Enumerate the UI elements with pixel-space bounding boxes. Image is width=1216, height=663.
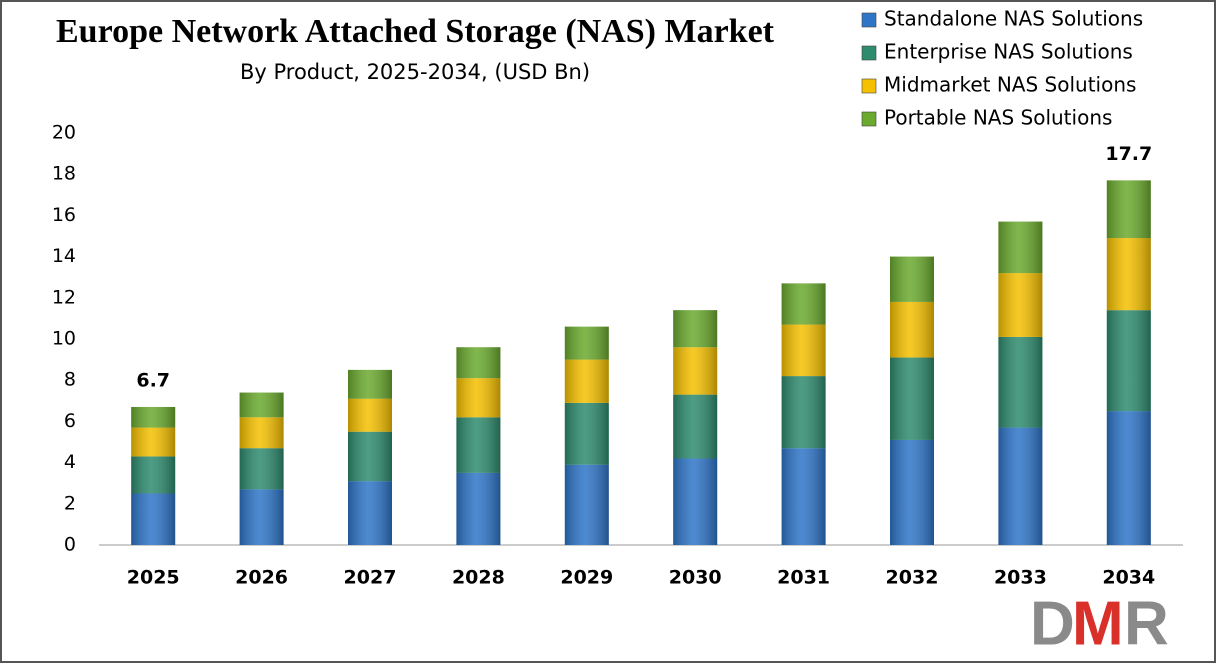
- legend-label: Standalone NAS Solutions: [884, 7, 1143, 31]
- x-tick-label: 2027: [344, 567, 397, 589]
- x-tick-label: 2029: [560, 567, 613, 589]
- legend-label: Midmarket NAS Solutions: [884, 73, 1136, 97]
- bar-shade: [781, 283, 826, 325]
- bar-shade: [131, 427, 176, 457]
- y-tick-label: 2: [64, 492, 76, 514]
- bar-shade: [890, 301, 934, 358]
- bar-shade: [781, 376, 826, 449]
- y-tick-label: 20: [52, 122, 76, 144]
- y-tick-label: 14: [52, 245, 76, 267]
- bar-shade: [673, 394, 718, 459]
- bar-shade: [1106, 238, 1151, 311]
- y-tick-label: 16: [52, 204, 76, 226]
- bar-shade: [131, 456, 176, 494]
- bar-shade: [348, 481, 392, 545]
- bar-shade: [239, 448, 284, 490]
- legend-label: Enterprise NAS Solutions: [884, 40, 1133, 64]
- logo: D M R: [1030, 589, 1169, 658]
- x-tick-label: 2025: [127, 567, 180, 589]
- bar-shade: [131, 493, 176, 545]
- bar-shade: [564, 359, 609, 403]
- bar-shade: [564, 402, 609, 465]
- bar-shade: [1106, 180, 1151, 239]
- bar-shade: [456, 347, 501, 379]
- bar-shade: [239, 392, 284, 418]
- bar-shade: [564, 464, 609, 545]
- y-tick-label: 0: [64, 534, 76, 556]
- x-tick-label: 2034: [1102, 567, 1155, 589]
- bar-shade: [998, 427, 1043, 545]
- bar-shade: [673, 347, 718, 395]
- bar-shade: [781, 324, 826, 377]
- bar-shade: [131, 406, 176, 428]
- logo-d: D: [1030, 589, 1075, 658]
- legend-swatch: [861, 12, 877, 28]
- y-tick-label: 4: [64, 451, 76, 473]
- legend-label: Portable NAS Solutions: [884, 106, 1112, 130]
- y-tick-label: 8: [64, 369, 76, 391]
- x-tick-label: 2032: [886, 567, 939, 589]
- bar-shade: [673, 310, 718, 348]
- chart-subtitle: By Product, 2025-2034, (USD Bn): [240, 60, 590, 84]
- legend-swatch: [861, 45, 877, 61]
- bar-shade: [890, 357, 934, 440]
- y-tick-label: 18: [52, 163, 76, 185]
- x-tick-label: 2028: [452, 567, 505, 589]
- x-tick-label: 2031: [777, 567, 830, 589]
- bar-shade: [1106, 310, 1151, 412]
- bar-shade: [998, 273, 1043, 337]
- x-tick-label: 2030: [669, 567, 722, 589]
- bar-shade: [890, 439, 934, 545]
- legend-swatch: [861, 78, 877, 94]
- bar-shade: [564, 326, 609, 360]
- total-label: 17.7: [1105, 143, 1152, 165]
- y-tick-label: 10: [52, 328, 76, 350]
- bar-shade: [239, 417, 284, 449]
- total-label: 6.7: [136, 369, 170, 391]
- bar-shade: [673, 458, 718, 545]
- bar-shade: [239, 489, 284, 545]
- chart-title: Europe Network Attached Storage (NAS) Ma…: [56, 13, 775, 50]
- logo-m: M: [1072, 589, 1124, 658]
- bar-shade: [348, 431, 392, 482]
- bar-shade: [456, 472, 501, 545]
- bar-shade: [998, 336, 1043, 428]
- bar-shade: [998, 221, 1043, 274]
- bar-shade: [1106, 411, 1151, 545]
- legend-swatch: [861, 111, 877, 127]
- bar-shade: [890, 256, 934, 302]
- bar-shade: [348, 398, 392, 432]
- x-tick-label: 2033: [994, 567, 1047, 589]
- bar-shade: [348, 369, 392, 399]
- logo-r: R: [1124, 589, 1169, 658]
- y-tick-label: 12: [52, 286, 76, 308]
- bar-shade: [781, 448, 826, 545]
- y-tick-label: 6: [64, 410, 76, 432]
- bar-shade: [456, 417, 501, 473]
- bar-shade: [456, 378, 501, 418]
- x-tick-label: 2026: [235, 567, 288, 589]
